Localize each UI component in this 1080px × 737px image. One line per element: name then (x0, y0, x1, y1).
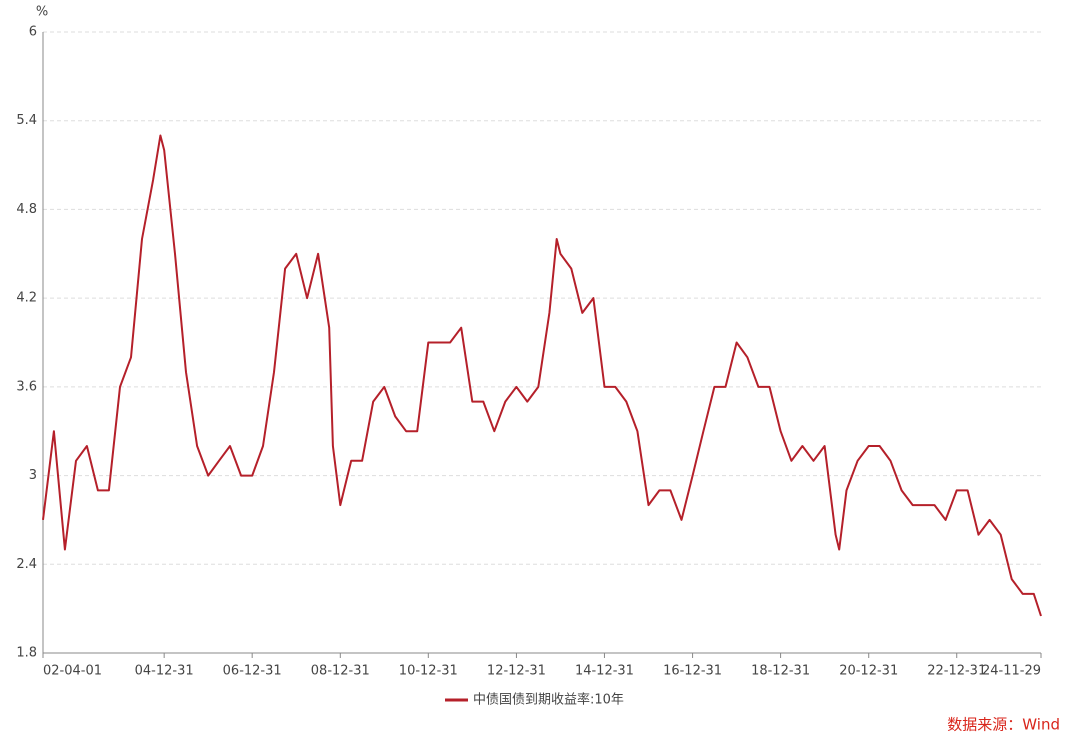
y-tick-label: 1.8 (16, 646, 37, 661)
data-line (42, 134, 1042, 617)
y-tick-label: 6 (29, 25, 37, 40)
x-tick-label: 16-12-31 (663, 664, 722, 679)
y-tick-label: 5.4 (16, 113, 37, 128)
x-tick-label: 18-12-31 (751, 664, 810, 679)
y-tick-label: 2.4 (16, 557, 37, 572)
x-tick-label: 20-12-31 (839, 664, 898, 679)
x-tick-label: 12-12-31 (487, 664, 546, 679)
y-unit: % (36, 5, 48, 20)
source-note: 数据来源：Wind (947, 716, 1060, 734)
legend-label: 中债国债到期收益率:10年 (473, 692, 624, 708)
x-tick-label: 04-12-31 (135, 664, 194, 679)
y-tick-label: 3.6 (16, 379, 37, 394)
y-tick-label: 4.8 (16, 202, 37, 217)
x-tick-label: 22-12-31 (927, 664, 986, 679)
x-tick-label: 02-04-01 (43, 664, 102, 679)
x-tick-label: 14-12-31 (575, 664, 634, 679)
x-tick-label: 24-11-29 (982, 664, 1041, 679)
y-tick-label: 3 (29, 468, 37, 483)
x-tick-label: 10-12-31 (399, 664, 458, 679)
x-tick-label: 08-12-31 (311, 664, 370, 679)
y-tick-label: 4.2 (16, 291, 37, 306)
x-tick-label: 06-12-31 (223, 664, 282, 679)
